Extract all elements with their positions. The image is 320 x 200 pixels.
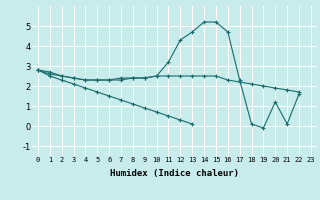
X-axis label: Humidex (Indice chaleur): Humidex (Indice chaleur) xyxy=(110,169,239,178)
